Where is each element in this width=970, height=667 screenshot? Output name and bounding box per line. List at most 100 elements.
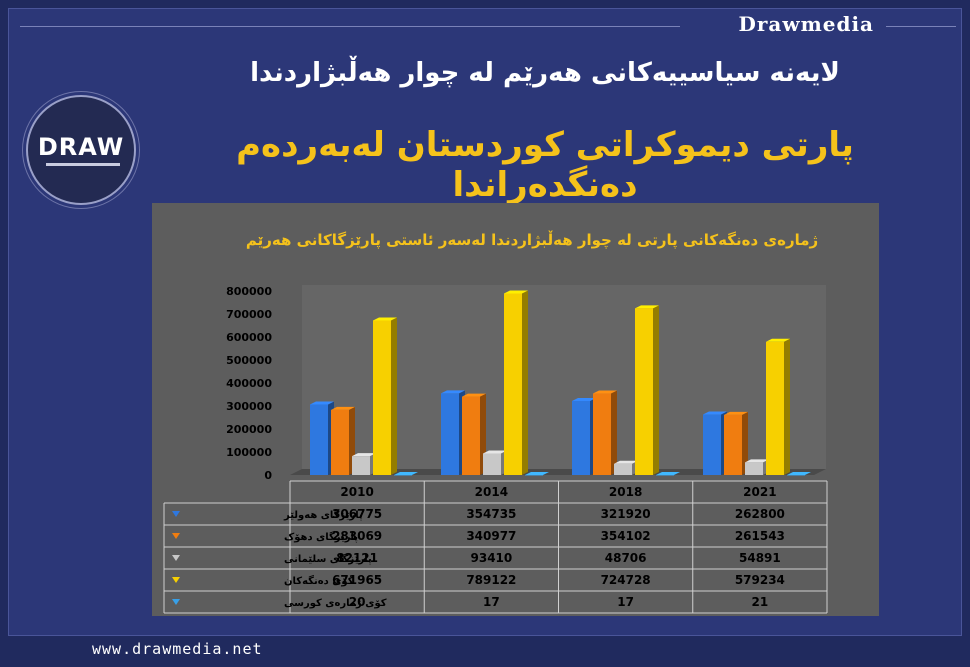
bar-side xyxy=(674,471,680,475)
legend-marker xyxy=(172,511,180,517)
x-category-label: 2018 xyxy=(609,485,642,499)
data-label: 321920 xyxy=(601,507,651,521)
x-category-label: 2014 xyxy=(475,485,508,499)
bar-side xyxy=(742,411,748,475)
legend-entry: کۆی دەنگەکان xyxy=(284,574,354,587)
y-tick-label: 100000 xyxy=(226,446,272,459)
bar xyxy=(787,474,805,476)
bar-side xyxy=(653,305,659,475)
data-label: 724728 xyxy=(601,573,651,587)
data-label: 340977 xyxy=(466,529,516,543)
data-label: 17 xyxy=(483,595,500,609)
bar xyxy=(525,474,543,476)
legend-entry: پارێزگای دهۆک xyxy=(284,530,358,543)
data-label: 354735 xyxy=(466,507,516,521)
headline-secondary: پارتی دیموکراتی کوردستان لەبەردەم دەنگدە… xyxy=(236,125,854,205)
chart-panel: ژمارەی دەنگەکانی پارتی لە چوار هەڵبژاردن… xyxy=(152,203,879,616)
y-tick-label: 800000 xyxy=(226,285,272,298)
data-label: 579234 xyxy=(735,573,785,587)
bar-top xyxy=(572,397,596,401)
bar xyxy=(635,308,653,475)
logo-underline xyxy=(46,163,120,166)
legend-marker xyxy=(172,599,180,605)
data-label: 54891 xyxy=(739,551,781,565)
brand-name: Drawmedia xyxy=(738,12,874,36)
bar xyxy=(724,414,742,475)
bar-top xyxy=(310,401,334,405)
bar-top xyxy=(504,290,528,294)
bar xyxy=(394,474,412,476)
footer-url: www.drawmedia.net xyxy=(92,640,263,658)
bar xyxy=(462,396,480,475)
brand-rule-right xyxy=(886,26,956,27)
legend-entry: کۆی ژمارەی کورسی xyxy=(284,598,387,609)
x-category-label: 2021 xyxy=(743,485,776,499)
bar-side xyxy=(543,471,549,475)
plot-floor xyxy=(290,469,826,475)
legend-entry: پارێزگای سلێمانی xyxy=(284,552,372,565)
y-tick-label: 500000 xyxy=(226,354,272,367)
bar-top xyxy=(724,411,748,415)
bar-side xyxy=(611,390,617,475)
data-label: 306775 xyxy=(332,507,382,521)
data-label: 789122 xyxy=(466,573,516,587)
y-tick-label: 200000 xyxy=(226,423,272,436)
bar-side xyxy=(391,317,397,475)
bar xyxy=(593,393,611,475)
bar xyxy=(504,293,522,475)
bar-top xyxy=(441,390,465,394)
brand-rule-left xyxy=(20,26,680,27)
legend-entry: پارێزگای هەولێر xyxy=(283,508,363,521)
bar xyxy=(441,393,459,475)
bar xyxy=(766,341,784,475)
bar-top xyxy=(373,317,397,321)
bar-top xyxy=(766,338,790,342)
chart-title: ژمارەی دەنگەکانی پارتی لە چوار هەڵبژاردن… xyxy=(246,230,818,250)
data-label: 283069 xyxy=(332,529,382,543)
headline-primary: لایەنە سیاسییەکانی هەرێم لە چوار هەڵبژار… xyxy=(250,58,840,88)
plot-back-wall xyxy=(302,285,826,469)
data-label: 82121 xyxy=(336,551,378,565)
data-label: 21 xyxy=(752,595,769,609)
bar-top xyxy=(352,453,376,457)
bar-side xyxy=(412,471,418,475)
bar xyxy=(614,463,632,475)
data-label: 93410 xyxy=(471,551,513,565)
y-tick-label: 600000 xyxy=(226,331,272,344)
legend-marker xyxy=(172,533,180,539)
bar-top xyxy=(635,305,659,309)
logo-wordmark: DRAW xyxy=(37,133,125,161)
bar xyxy=(310,404,328,475)
y-tick-label: 300000 xyxy=(226,400,272,413)
bar xyxy=(572,400,590,475)
bar-top xyxy=(656,471,680,475)
data-label: 354102 xyxy=(601,529,651,543)
bar xyxy=(331,409,349,475)
x-category-label: 2010 xyxy=(340,485,373,499)
bar xyxy=(745,462,763,475)
bar-top xyxy=(462,393,486,397)
bar-side xyxy=(784,338,790,475)
bar xyxy=(373,320,391,475)
bar-top xyxy=(525,471,549,475)
bar xyxy=(483,453,501,475)
bar xyxy=(703,414,721,475)
data-label: 20 xyxy=(349,595,366,609)
bar-top xyxy=(787,471,811,475)
bar-side xyxy=(805,471,811,475)
bar xyxy=(656,474,674,476)
data-label: 671965 xyxy=(332,573,382,587)
legend-marker xyxy=(172,577,180,583)
data-label: 262800 xyxy=(735,507,785,521)
data-label: 17 xyxy=(617,595,634,609)
bar-top xyxy=(703,411,727,415)
bar-top xyxy=(331,406,355,410)
bar-top xyxy=(593,390,617,394)
y-tick-label: 700000 xyxy=(226,308,272,321)
bar-top xyxy=(614,460,638,464)
bar-top xyxy=(394,471,418,475)
bar-top xyxy=(745,459,769,463)
data-label: 48706 xyxy=(605,551,647,565)
bar-side xyxy=(522,290,528,475)
y-tick-label: 400000 xyxy=(226,377,272,390)
